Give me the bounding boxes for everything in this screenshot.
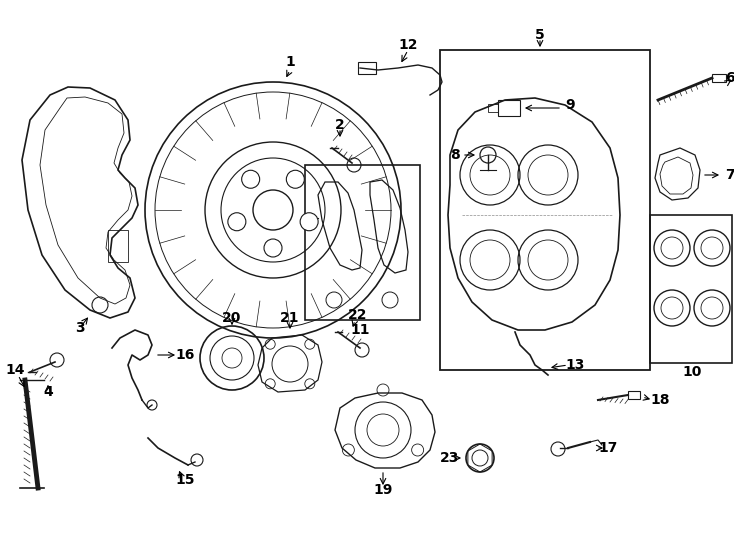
Text: 1: 1 [285,55,295,69]
Text: 20: 20 [222,311,241,325]
Circle shape [286,170,305,188]
Text: 19: 19 [374,483,393,497]
Bar [305,165,420,320]
Text: 3: 3 [75,321,85,335]
Text: 15: 15 [175,473,195,487]
Text: 16: 16 [175,348,195,362]
Text: 9: 9 [565,98,575,112]
Circle shape [253,190,293,230]
Text: 12: 12 [399,38,418,52]
Text: 22: 22 [348,308,368,322]
Text: 5: 5 [535,28,545,42]
Text: 4: 4 [43,385,53,399]
Circle shape [300,213,318,231]
Text: 8: 8 [450,148,460,162]
Text: 17: 17 [598,441,618,455]
Bar [488,104,498,112]
Bar [498,100,520,116]
Bar [358,62,376,74]
Circle shape [228,213,246,231]
Text: 18: 18 [650,393,669,407]
Circle shape [241,170,260,188]
Text: 11: 11 [350,323,370,337]
Bar [712,74,726,82]
Bar [628,391,640,399]
Text: 7: 7 [725,168,734,182]
Text: 2: 2 [335,118,345,132]
Text: 14: 14 [5,363,25,377]
Bar [440,50,650,370]
Text: 13: 13 [565,358,585,372]
Text: 6: 6 [725,71,734,85]
Text: 23: 23 [440,451,459,465]
Text: 21: 21 [280,311,299,325]
Circle shape [264,239,282,257]
Bar [650,215,732,363]
Text: 10: 10 [683,365,702,379]
